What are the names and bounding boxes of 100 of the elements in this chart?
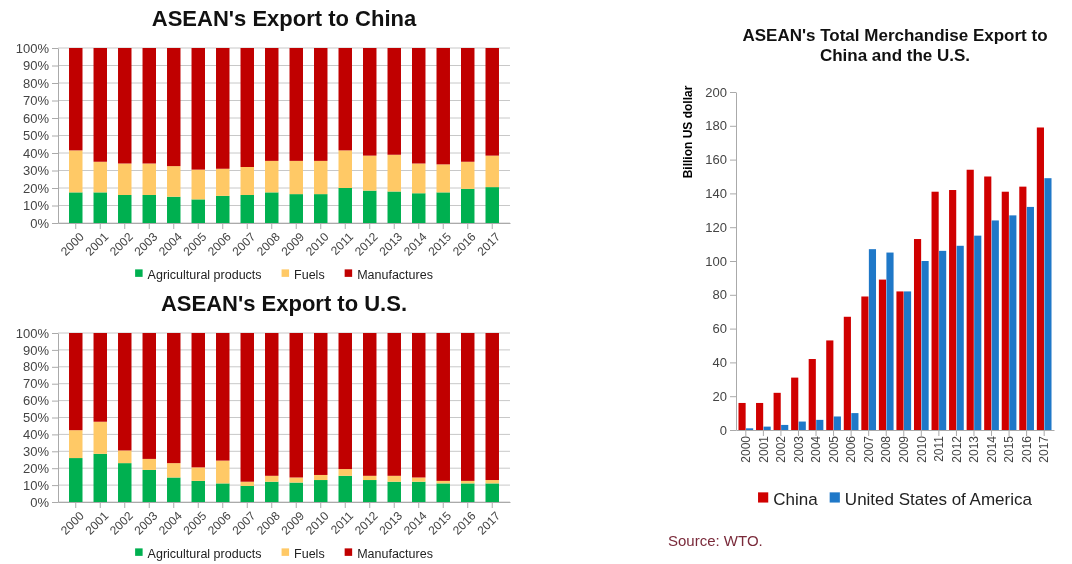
bar bbox=[338, 48, 352, 151]
y-tick-label: 180 bbox=[705, 118, 727, 134]
bar bbox=[265, 160, 279, 193]
y-tick-label: 100 bbox=[705, 253, 727, 269]
y-tick-label: 40 bbox=[712, 355, 727, 371]
bar bbox=[93, 333, 107, 422]
y-tick-label: 60 bbox=[712, 321, 727, 337]
bar bbox=[1009, 215, 1017, 430]
bar bbox=[851, 413, 859, 430]
bar bbox=[118, 463, 132, 502]
bar bbox=[93, 161, 107, 193]
y-tick-label: 140 bbox=[705, 186, 727, 202]
bar bbox=[966, 169, 974, 430]
y-tick-label: 30% bbox=[22, 443, 50, 459]
bar bbox=[167, 166, 181, 197]
bar bbox=[240, 333, 254, 482]
y-tick-label: 70% bbox=[22, 376, 50, 392]
bar bbox=[240, 481, 254, 486]
y-axis-title: Billion US dollar bbox=[681, 85, 695, 179]
bar bbox=[118, 450, 132, 464]
y-tick-label: 160 bbox=[705, 152, 727, 168]
y-tick-label: 10% bbox=[22, 477, 50, 493]
y-tick-label: 40% bbox=[22, 427, 50, 443]
y-tick-label: 100% bbox=[15, 40, 50, 56]
y-tick-label: 0 bbox=[719, 422, 727, 438]
bar bbox=[314, 480, 328, 502]
bar bbox=[921, 261, 929, 430]
bar bbox=[387, 154, 401, 192]
bar bbox=[1036, 127, 1044, 430]
bar bbox=[833, 416, 841, 430]
y-tick-label: 200 bbox=[705, 84, 727, 100]
bar bbox=[485, 155, 499, 188]
bar bbox=[314, 333, 328, 475]
bar bbox=[756, 402, 764, 430]
bar bbox=[142, 333, 156, 459]
y-tick-label: 60% bbox=[22, 110, 50, 126]
bar bbox=[240, 485, 254, 502]
y-tick-label: 70% bbox=[22, 93, 50, 109]
bar bbox=[931, 191, 939, 430]
bar bbox=[240, 48, 254, 167]
bar bbox=[412, 163, 426, 194]
bar bbox=[69, 458, 83, 502]
bar bbox=[69, 150, 83, 193]
bar bbox=[118, 48, 132, 164]
bar bbox=[387, 481, 401, 502]
bar bbox=[216, 48, 230, 169]
bar bbox=[1026, 206, 1034, 430]
bar bbox=[436, 164, 450, 193]
bar bbox=[314, 474, 328, 481]
y-tick-label: 20 bbox=[712, 388, 727, 404]
bar bbox=[93, 421, 107, 454]
x-tick-label: 2006 bbox=[844, 435, 859, 463]
bar bbox=[167, 48, 181, 167]
bar bbox=[289, 482, 303, 502]
bar bbox=[191, 199, 205, 223]
chart-title: ASEAN's Total Merchandise Export to China and the U.S. bbox=[742, 26, 1048, 65]
bar bbox=[69, 48, 83, 151]
bar bbox=[118, 163, 132, 195]
source-note: Source: WTO. bbox=[668, 532, 763, 549]
bar bbox=[363, 48, 377, 156]
legend-label: Manufactures bbox=[357, 267, 433, 282]
bar bbox=[387, 48, 401, 155]
bar bbox=[412, 48, 426, 164]
bar bbox=[485, 483, 499, 502]
bar bbox=[1019, 186, 1027, 430]
bar bbox=[338, 188, 352, 223]
bar bbox=[142, 469, 156, 502]
bar bbox=[363, 475, 377, 481]
bar bbox=[956, 245, 964, 430]
bar bbox=[314, 160, 328, 195]
y-tick-label: 10% bbox=[22, 198, 50, 214]
bar bbox=[412, 333, 426, 478]
bar bbox=[436, 192, 450, 223]
bar bbox=[781, 424, 789, 430]
bar bbox=[142, 195, 156, 223]
x-tick-label: 2010 bbox=[914, 435, 929, 463]
y-tick-label: 30% bbox=[22, 163, 50, 179]
x-tick-label: 2009 bbox=[896, 435, 911, 463]
bar bbox=[289, 477, 303, 483]
x-tick-label: 2014 bbox=[984, 435, 999, 463]
x-tick-label: 2015 bbox=[1002, 435, 1017, 463]
x-tick-label: 2007 bbox=[861, 435, 876, 463]
y-tick-label: 100% bbox=[15, 325, 50, 341]
bar bbox=[461, 483, 475, 502]
x-tick-label: 2012 bbox=[949, 435, 964, 463]
y-tick-label: 60% bbox=[22, 393, 50, 409]
bar bbox=[265, 333, 279, 476]
bar bbox=[191, 333, 205, 468]
bar bbox=[791, 377, 799, 430]
bar bbox=[461, 188, 475, 223]
x-tick-label: 2002 bbox=[774, 435, 789, 463]
y-tick-label: 80% bbox=[22, 359, 50, 375]
bar bbox=[265, 481, 279, 502]
bar bbox=[903, 291, 912, 430]
y-tick-label: 0% bbox=[30, 494, 50, 510]
bar bbox=[461, 333, 475, 481]
bar bbox=[896, 291, 904, 430]
bar bbox=[216, 483, 230, 502]
legend-label: Agricultural products bbox=[147, 267, 262, 282]
bar bbox=[142, 458, 156, 470]
